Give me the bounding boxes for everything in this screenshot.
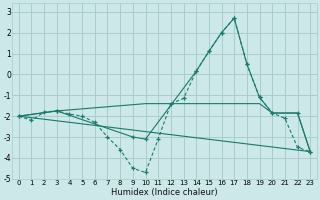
X-axis label: Humidex (Indice chaleur): Humidex (Indice chaleur) (111, 188, 218, 197)
